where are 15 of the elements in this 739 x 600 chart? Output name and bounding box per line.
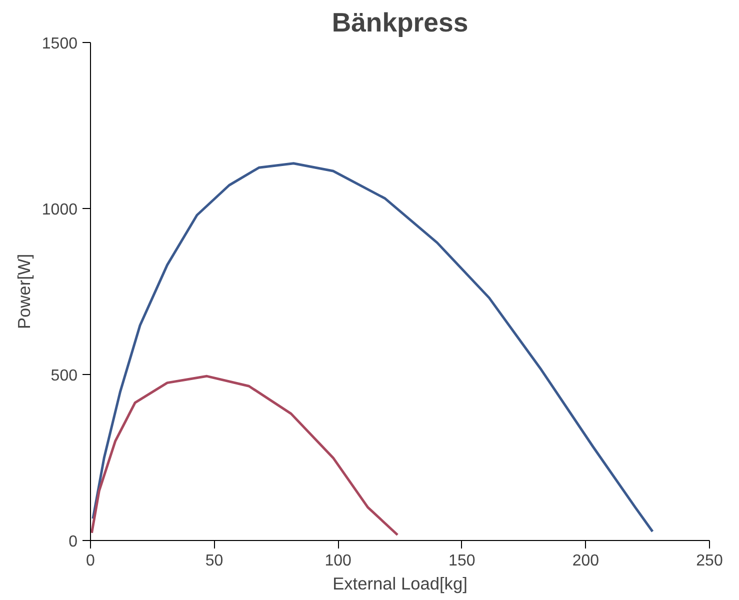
x-tick-label: 250 [696,552,723,570]
x-tick-label: 0 [86,552,96,570]
x-tick-label: 100 [324,552,352,570]
y-tick-label: 0 [68,534,78,550]
y-axis-title: Power[W] [14,254,34,330]
x-tick-label: 200 [572,552,600,570]
x-tick-label: 150 [448,552,476,570]
x-axis-title: External Load[kg] [332,574,468,594]
y-tick-label: 500 [50,368,78,384]
line-series [90,374,399,536]
y-tick-label: 1000 [42,202,78,218]
x-tick-label: 50 [205,552,224,570]
y-tick-label: 1500 [42,36,78,52]
chart-title: Bänkpress [332,8,468,38]
line-series [92,162,654,533]
